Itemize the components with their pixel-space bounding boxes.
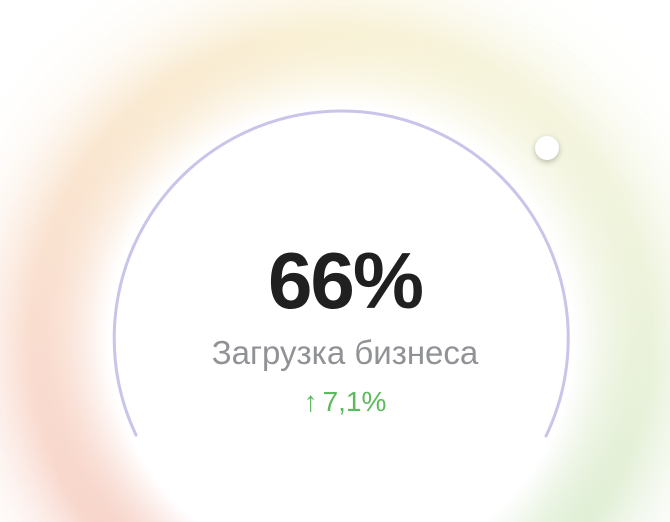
gauge-value-marker-dot xyxy=(535,136,559,160)
gauge-arc-path xyxy=(112,109,570,438)
